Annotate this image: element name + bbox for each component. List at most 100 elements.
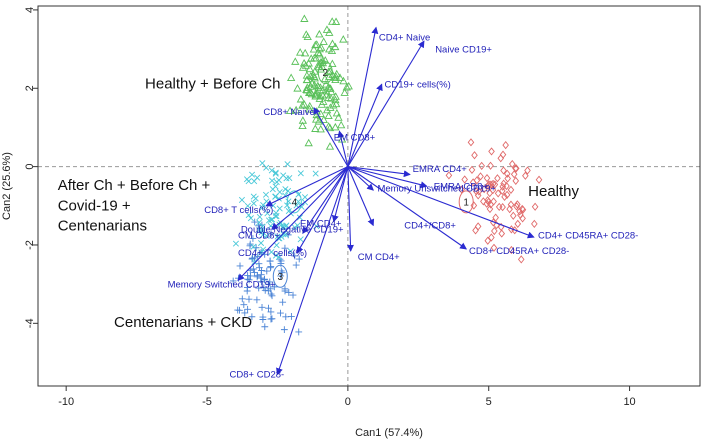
data-point-group-3 [260,284,268,292]
data-point-group-1 [480,185,488,194]
vector-label-cd8-cd45ra-cd28: CD8+ CD45RA+ CD28- [469,246,569,257]
centroid-numbers: 1 2 3 4 [277,68,469,283]
vector-emra-cd8 [347,166,428,189]
vector-cd8-t-cells [265,166,349,207]
vector-label-naive-cd19: Naive CD19+ [435,44,492,55]
data-point-group-2 [302,71,312,79]
data-point-group-1 [512,164,520,173]
data-point-group-2 [298,63,308,71]
data-point-group-3 [280,326,288,334]
data-point-group-1 [510,170,518,179]
data-point-group-2 [302,85,311,94]
data-point-group-4 [256,227,263,234]
data-point-group-3 [277,309,284,317]
data-point-group-4 [275,254,282,261]
data-point-group-2 [330,73,340,81]
data-point-group-1 [487,161,494,170]
data-point-group-1 [491,226,498,236]
vector-cd4-cd8 [347,166,375,227]
data-point-group-3 [240,301,248,309]
group-labels: Healthy Healthy + Before Ch Centenarians +… [58,75,580,331]
data-point-group-4 [285,208,292,215]
vector-label-cd4-cd45ra-cd28: CD4+ CD45RA+ CD28- [538,231,638,242]
data-point-group-4 [282,186,289,193]
data-point-group-2 [312,40,321,48]
data-point-group-1 [469,178,477,187]
data-point-group-4 [272,252,280,259]
data-point-group-3 [261,323,269,331]
data-point-group-4 [259,227,266,234]
data-point-group-1 [500,179,507,188]
data-point-group-1 [524,166,531,175]
data-point-group-3 [249,235,257,242]
vector-label-emra-cd4: EMRA CD4+ [413,164,468,175]
data-point-group-1 [488,233,495,242]
data-point-group-3 [229,277,237,285]
data-point-group-2 [285,106,295,114]
vector-cd8-cd45ra-cd28 [347,166,468,250]
data-point-group-1 [508,245,515,255]
data-point-group-1 [535,175,543,184]
data-point-group-2 [314,117,324,125]
data-point-group-1 [485,181,492,190]
data-point-group-1 [474,191,482,200]
data-point-group-4 [256,219,263,226]
data-point-group-1 [498,229,506,238]
data-point-group-1 [519,205,527,214]
data-point-group-4 [263,232,270,239]
data-point-group-4 [273,242,280,249]
data-point-group-2 [311,40,320,49]
data-point-group-4 [280,231,287,238]
data-point-group-3 [291,252,299,260]
data-point-group-3 [288,313,295,320]
data-point-group-3 [295,328,303,336]
data-point-group-3 [289,291,297,299]
data-point-group-3 [253,296,261,304]
y-tick-label: -4 [24,318,36,328]
data-point-group-2 [322,86,331,95]
data-point-group-4 [256,213,263,220]
data-point-group-2 [342,83,351,91]
data-point-group-3 [258,267,265,274]
data-point-group-3 [277,272,285,280]
data-point-group-3 [248,255,256,263]
x-tick-label: -10 [58,396,74,408]
data-point-group-2 [326,103,335,111]
data-point-group-1 [522,171,529,180]
data-point-group-1 [467,138,475,147]
data-point-group-2 [325,123,335,132]
data-point-group-4 [232,240,239,247]
data-point-group-2 [331,122,340,131]
data-point-group-2 [331,42,340,51]
data-point-group-3 [245,276,253,284]
data-point-group-3 [277,267,285,275]
data-point-group-4 [268,248,275,256]
data-point-group-4 [295,198,302,205]
vector-cd8-cd28 [276,166,349,376]
data-point-group-3 [234,306,242,314]
y-tick-label: 4 [24,7,36,13]
data-point-group-1 [502,140,509,150]
data-point-group-2 [315,94,324,102]
data-point-group-2 [296,94,306,103]
data-point-group-3 [236,262,244,270]
data-point-group-1 [492,213,499,222]
data-point-group-4 [286,175,293,182]
data-point-group-4 [287,248,294,255]
data-point-group-3 [268,292,276,300]
vector-cm-cd8 [271,166,349,230]
data-point-group-4 [272,169,279,176]
data-point-group-2 [328,39,337,47]
data-point-group-2 [334,113,343,121]
vector-label-em-cd4: EM CD4+ [300,219,342,230]
data-point-group-4 [257,239,265,247]
data-point-group-1 [473,176,481,185]
data-point-group-2 [291,57,300,65]
data-point-group-1 [470,201,478,210]
data-point-group-3 [281,285,289,293]
data-point-group-1 [512,164,519,173]
data-point-group-4 [297,170,304,177]
data-point-group-2 [311,124,320,132]
data-point-group-3 [259,313,267,321]
data-point-group-1 [514,219,522,228]
